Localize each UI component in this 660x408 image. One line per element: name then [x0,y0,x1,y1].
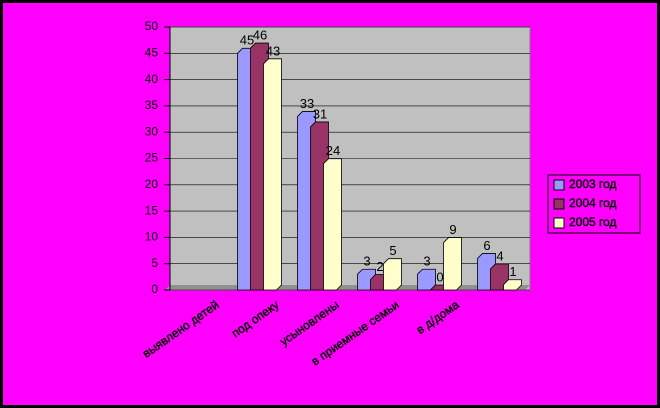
bar [503,279,522,291]
data-label: 3 [423,254,430,269]
y-tick-label: 10 [145,230,159,244]
y-tick-label: 30 [145,124,159,138]
y-tick-label: 5 [151,256,158,270]
y-tick-label: 40 [145,72,159,86]
data-label: 46 [253,27,267,42]
floor [165,285,530,290]
bar [443,237,462,291]
bar [417,268,436,291]
data-label: 9 [449,222,456,237]
legend-label: 2005 год [569,215,617,229]
bar [263,58,282,291]
data-label: 2 [376,259,383,274]
data-label: 0 [436,269,443,284]
y-tick-label: 50 [145,19,159,33]
data-label: 31 [313,106,327,121]
y-tick-label: 20 [145,177,159,191]
data-label: 24 [326,143,340,158]
data-label: 4 [496,248,503,263]
y-tick-label: 45 [145,45,159,59]
legend-swatch [553,217,565,229]
y-tick-label: 35 [145,98,159,112]
data-label: 3 [363,254,370,269]
y-tick-label: 25 [145,151,159,165]
bar [383,258,402,291]
y-tick-label: 0 [151,282,158,296]
data-label: 33 [300,96,314,111]
data-label: 1 [509,264,516,279]
legend-swatch [553,198,565,210]
data-label: 43 [266,43,280,58]
legend-label: 2003 год [569,177,617,191]
data-label: 5 [389,243,396,258]
bar [323,158,342,291]
y-tick-label: 15 [145,203,159,217]
legend-label: 2004 год [569,196,617,210]
data-label: 6 [483,238,490,253]
legend-swatch [553,179,565,191]
data-label: 45 [240,33,254,48]
legend-box [547,174,641,234]
